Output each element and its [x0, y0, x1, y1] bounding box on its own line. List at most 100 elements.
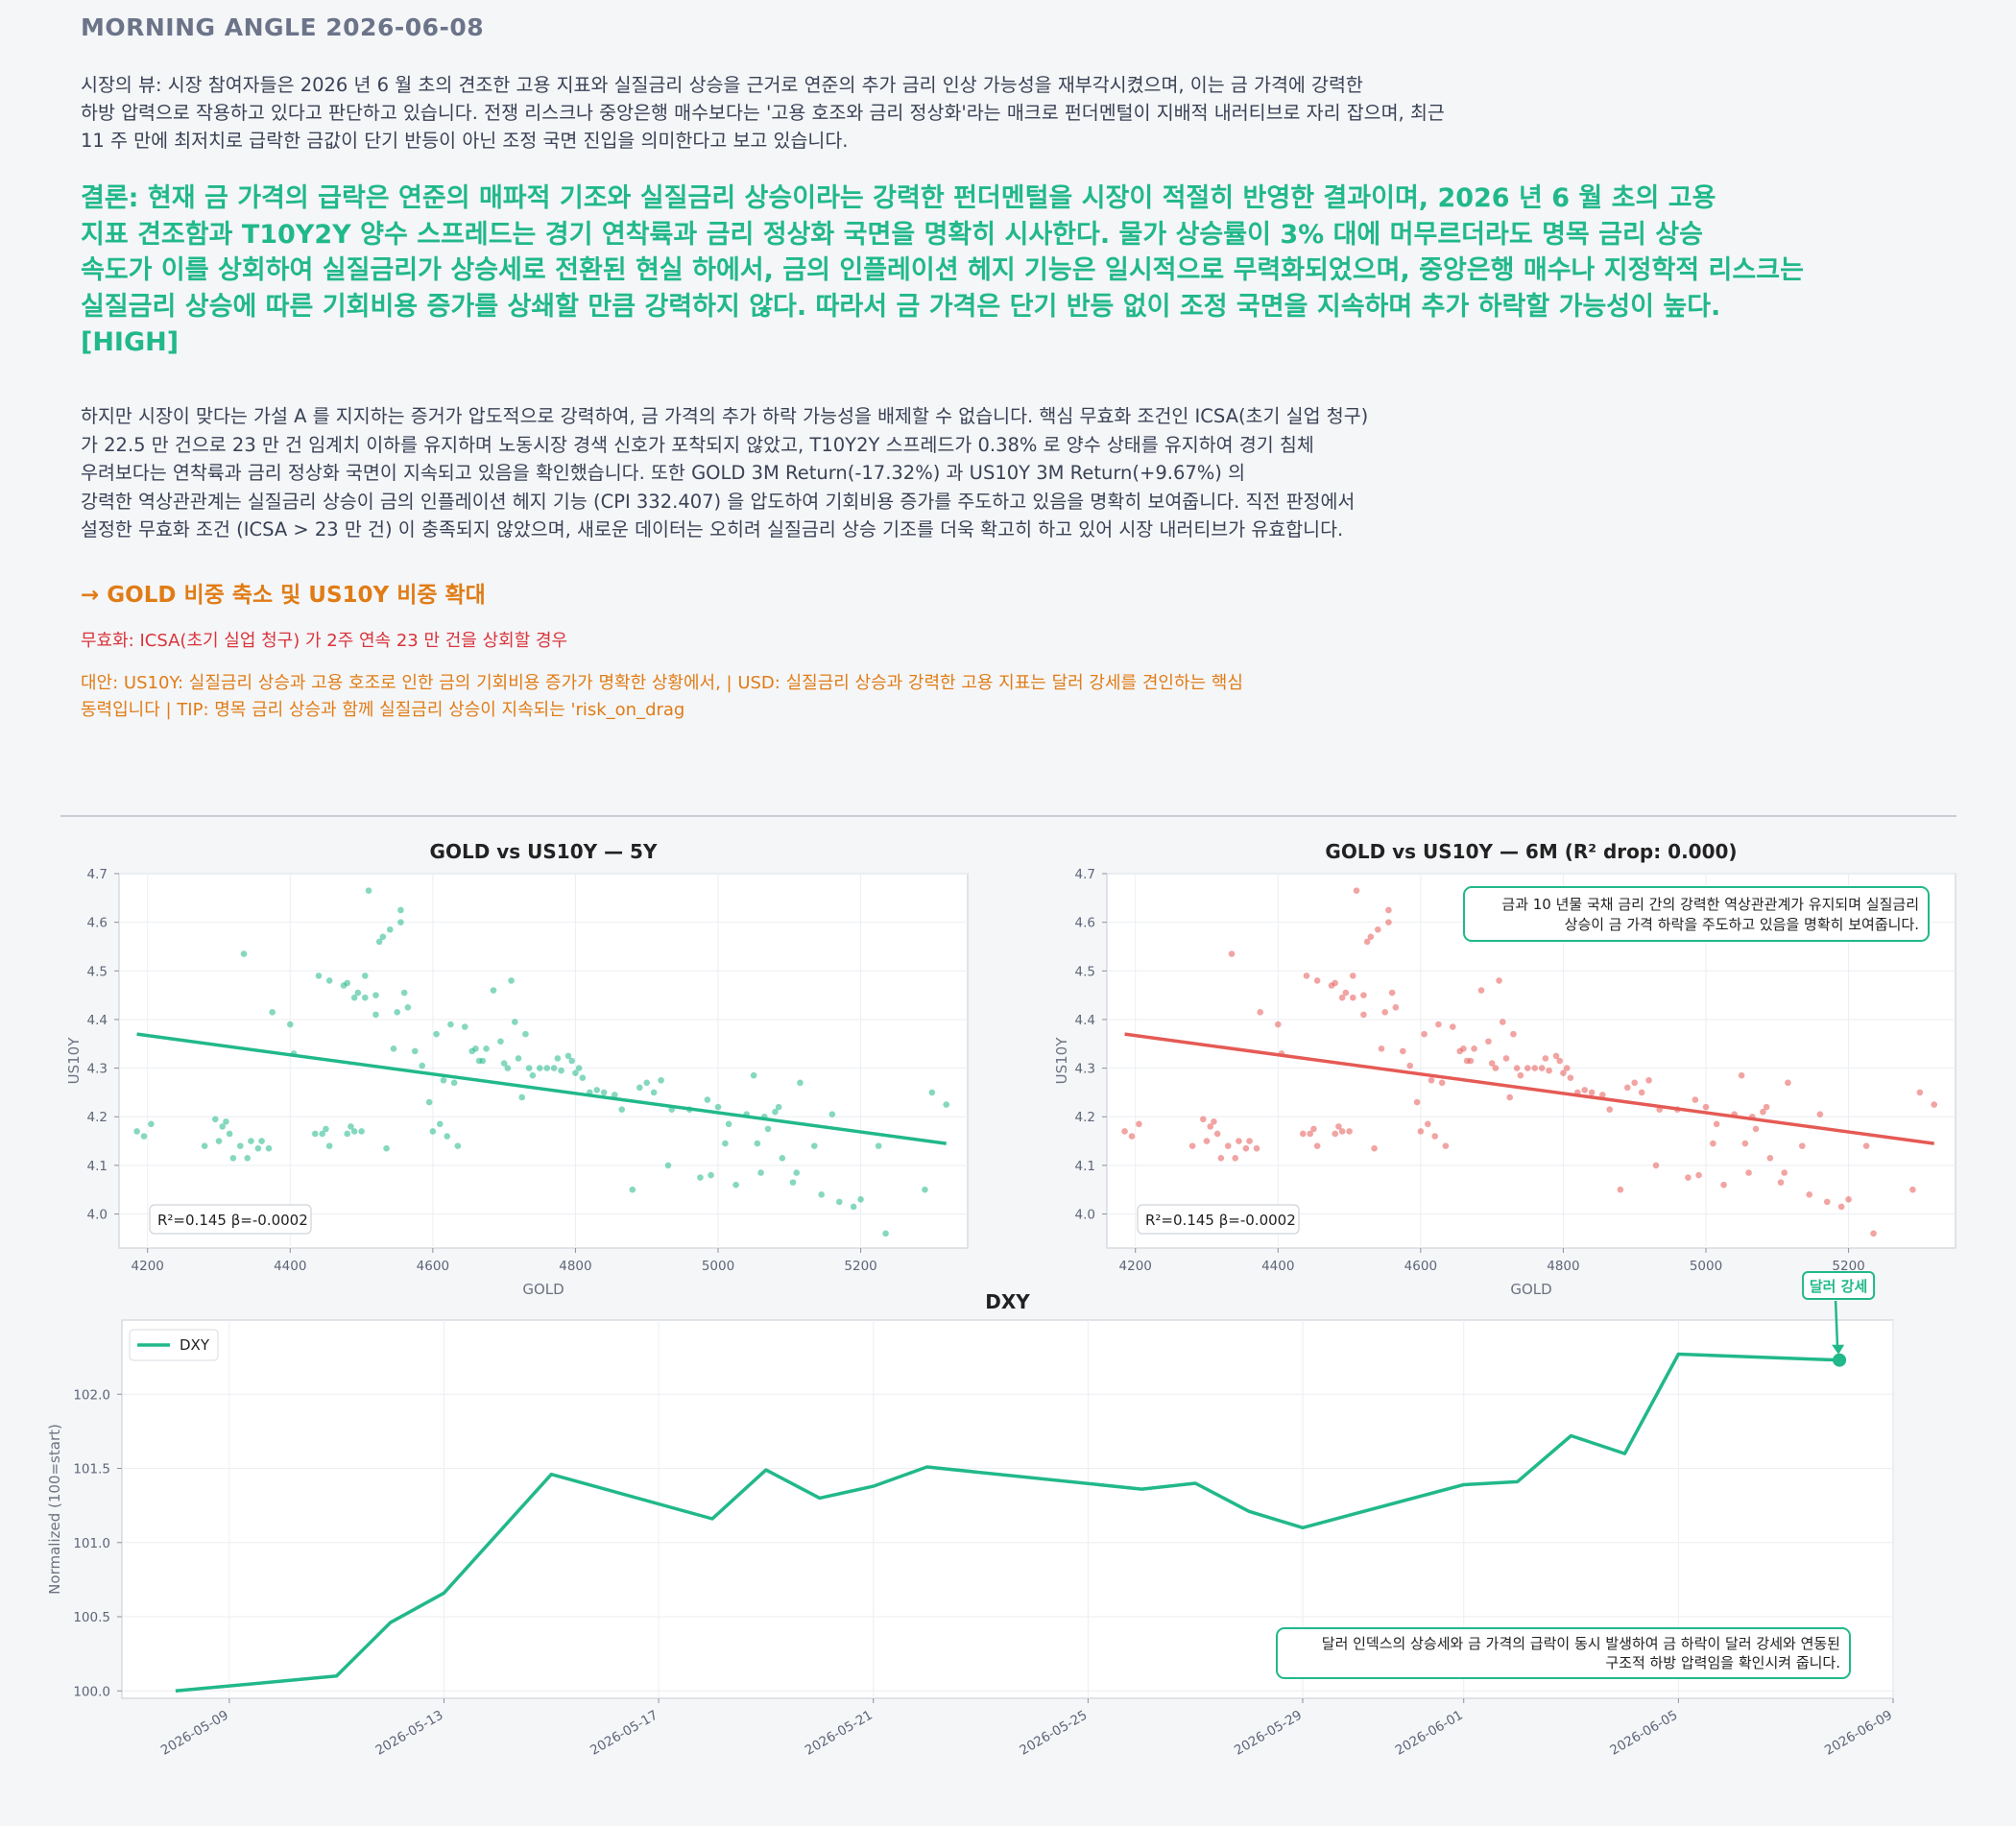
scatter-point: [529, 1071, 537, 1079]
scatter-point: [1785, 1079, 1791, 1087]
scatter-point: [311, 1130, 319, 1138]
x-tick-label: 4800: [1547, 1259, 1579, 1274]
chart-title: DXY: [985, 1290, 1030, 1313]
scatter-point: [1798, 1142, 1806, 1149]
scatter-point: [618, 1106, 626, 1113]
scatter-point: [1349, 973, 1356, 979]
scatter-point: [882, 1230, 889, 1237]
scatter-point: [354, 989, 362, 997]
scatter-point: [1438, 1079, 1446, 1087]
scatter-point: [425, 1098, 433, 1106]
chart-title: GOLD vs US10Y — 6M (R² drop: 0.000): [1325, 840, 1737, 863]
scatter-point: [479, 1057, 487, 1065]
scatter-point: [875, 1142, 882, 1149]
x-tick-label: 5000: [702, 1259, 734, 1274]
scatter-point: [1524, 1065, 1531, 1071]
x-tick-label: 4400: [274, 1259, 306, 1274]
market-view-line: 하방 압력으로 작용하고 있다고 판단하고 있습니다. 전쟁 리스크나 중앙은행…: [81, 102, 1445, 124]
scatter-point: [1188, 1142, 1196, 1149]
scatter-point: [1360, 1011, 1367, 1019]
scatter-point: [1485, 1038, 1492, 1045]
scatter-point: [397, 906, 404, 914]
scatter-point: [1702, 1103, 1710, 1111]
scatter-point: [1766, 1154, 1774, 1162]
scatter-point: [361, 994, 369, 1001]
y-tick-label: 4.5: [1075, 964, 1095, 979]
scatter-point: [1542, 1055, 1549, 1062]
confidence-tag: [HIGH]: [81, 327, 180, 357]
scatter-point: [286, 1021, 294, 1028]
x-tick-label: 4200: [132, 1259, 164, 1274]
scatter-point: [714, 1103, 722, 1111]
scatter-point: [1745, 1169, 1752, 1176]
scatter-point: [1307, 1130, 1314, 1138]
scatter-point: [1121, 1128, 1128, 1135]
annotation-text: 상승이 금 가격 하락을 주도하고 있음을 명확히 보여줍니다.: [1565, 916, 1919, 933]
x-tick-label: 5000: [1690, 1259, 1722, 1274]
scatter-point: [361, 973, 369, 979]
scatter-point: [725, 1120, 732, 1128]
scatter-point: [922, 1186, 928, 1193]
scatter-point: [1823, 1198, 1831, 1206]
scatter-point: [1349, 994, 1356, 1001]
x-tick-label: 4400: [1261, 1259, 1294, 1274]
scatter-point: [240, 950, 248, 957]
scatter-point: [1417, 1128, 1425, 1135]
evidence-line: 설정한 무효화 조건 (ICSA > 23 만 건) 이 충족되지 않았으며, …: [81, 518, 1344, 541]
scatter-point: [390, 1045, 397, 1052]
y-tick-label: 100.5: [73, 1610, 110, 1625]
x-tick-label: 2026-05-21: [803, 1708, 876, 1759]
scatter-point: [558, 1067, 564, 1074]
scatter-point: [515, 1055, 522, 1062]
scatter-point: [1371, 1144, 1378, 1152]
y-tick-label: 4.7: [87, 867, 108, 882]
scatter-point: [835, 1198, 843, 1206]
scatter-point: [1228, 950, 1236, 957]
scatter-point: [404, 1003, 412, 1011]
scatter-point: [1136, 1120, 1142, 1128]
scatter-point: [750, 1071, 757, 1079]
y-tick-label: 4.5: [87, 964, 108, 979]
scatter-point: [344, 1130, 351, 1138]
scatter-point: [1488, 1060, 1496, 1067]
scatter-point: [1332, 1130, 1339, 1138]
evidence-paragraph: 하지만 시장이 맞다는 가설 A 를 지지하는 증거가 압도적으로 강력하여, …: [81, 402, 1521, 544]
scatter-point: [500, 1060, 508, 1067]
scatter-point: [148, 1120, 155, 1128]
scatter-point: [664, 1162, 672, 1169]
scatter-point: [1232, 1154, 1239, 1162]
scatter-point: [1606, 1106, 1614, 1113]
y-tick-label: 4.1: [1075, 1159, 1095, 1174]
scatter-point: [1845, 1196, 1852, 1203]
scatter-point: [400, 989, 408, 997]
regression-line: [136, 1032, 947, 1145]
y-tick-label: 4.3: [1075, 1062, 1095, 1077]
scatter-point: [1738, 1071, 1745, 1079]
y-axis-label: US10Y: [1053, 1037, 1070, 1085]
last-point-marker: [1833, 1353, 1847, 1367]
y-tick-label: 100.0: [73, 1684, 110, 1699]
scatter-point: [1631, 1079, 1639, 1087]
scatter-point: [1581, 1087, 1589, 1093]
x-tick-label: 4800: [559, 1259, 591, 1274]
scatter-point: [269, 1009, 276, 1016]
scatter-point: [450, 1079, 458, 1087]
x-tick-label: 2026-05-25: [1017, 1708, 1090, 1759]
scatter-point: [1203, 1138, 1211, 1144]
scatter-point: [454, 1142, 462, 1149]
scatter-point: [1460, 1045, 1467, 1052]
x-axis-label: GOLD: [1510, 1281, 1551, 1298]
scatter-point: [1385, 919, 1392, 925]
scatter-point: [1471, 1045, 1477, 1052]
scatter-point: [572, 1069, 579, 1076]
x-tick-label: 5200: [844, 1259, 876, 1274]
scatter-point: [348, 1123, 354, 1130]
x-tick-label: 2026-05-13: [372, 1708, 445, 1759]
scatter-point: [1442, 1142, 1450, 1149]
scatter-point: [397, 919, 404, 925]
scatter-point: [1652, 1162, 1660, 1169]
scatter-point: [658, 1076, 664, 1084]
scatter-point: [1492, 1065, 1500, 1071]
scatter-point: [1388, 989, 1396, 997]
